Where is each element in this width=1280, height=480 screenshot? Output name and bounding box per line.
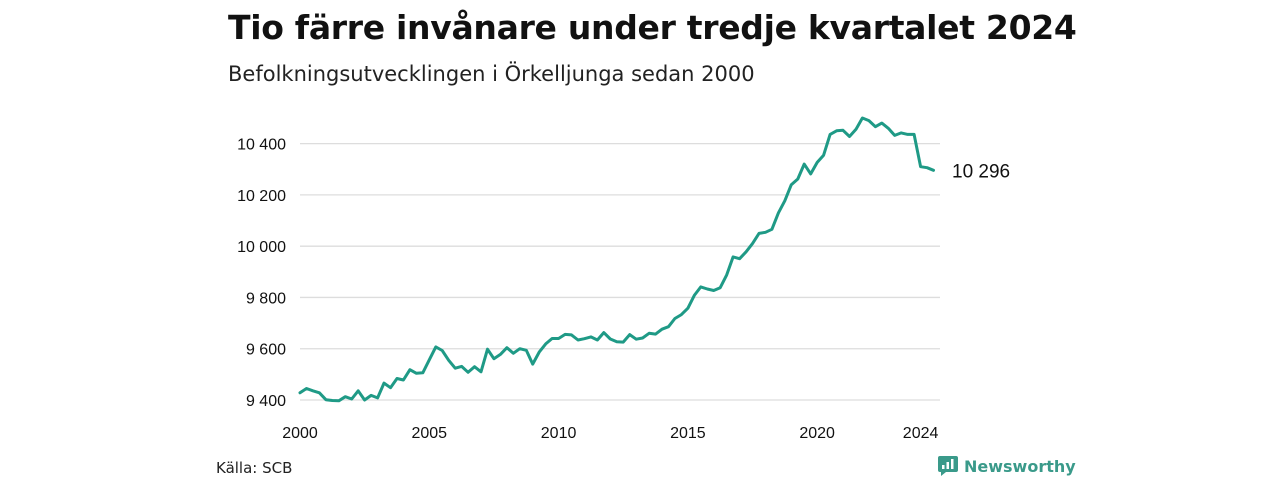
y-axis-ticks: 9 400 9 600 9 800 10 000 10 200 10 400 [237,137,286,410]
gridlines [300,142,940,401]
source-note: Källa: SCB [216,459,293,477]
x-tick-label: 2005 [411,425,447,442]
x-tick-label: 2020 [799,425,835,442]
y-tick-label: 9 600 [246,342,286,359]
end-value-label: 10 296 [952,161,1010,182]
y-tick-label: 10 200 [237,188,286,205]
x-tick-label: 2000 [282,425,318,442]
y-tick-label: 9 400 [246,393,286,410]
x-tick-label: 2024 [903,425,939,442]
x-tick-label: 2010 [541,425,577,442]
brand-logo: Newsworthy [938,456,1076,476]
y-tick-label: 10 400 [237,137,286,154]
chart-subtitle: Befolkningsutvecklingen i Örkelljunga se… [228,62,755,86]
y-tick-label: 9 800 [246,290,286,307]
population-line [298,116,935,403]
x-tick-label: 2015 [670,425,706,442]
x-axis-ticks: 2000 2005 2010 2015 2020 2024 [282,425,938,442]
chart-title: Tio färre invånare under tredje kvartale… [228,8,1077,47]
y-tick-label: 10 000 [237,239,286,256]
brand-name: Newsworthy [964,456,1076,476]
chart-bubble-icon [938,456,958,476]
